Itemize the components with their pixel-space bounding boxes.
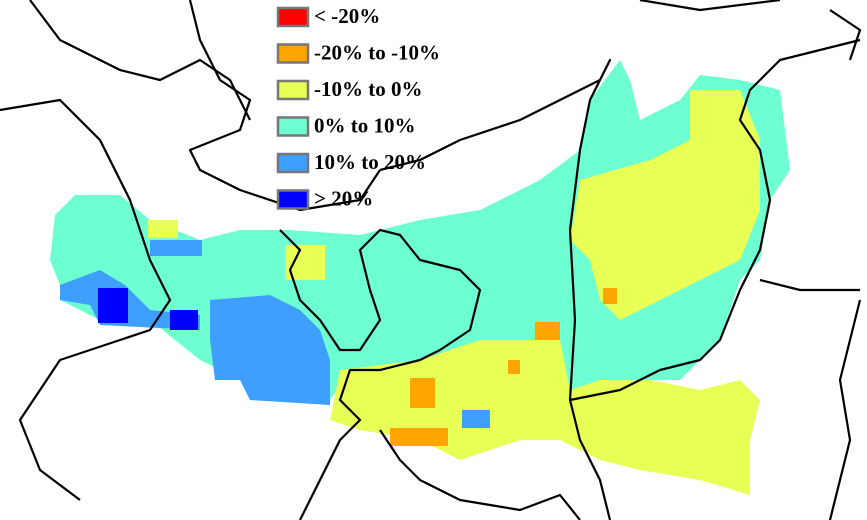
region-10-to-20	[150, 240, 202, 256]
legend-swatch	[276, 152, 310, 174]
border	[0, 98, 172, 501]
region-10-to-20	[60, 270, 200, 330]
region-minus20-to-minus10	[390, 428, 448, 446]
legend-swatch	[276, 43, 310, 64]
legend-swatch	[276, 189, 310, 210]
border	[569, 38, 861, 402]
border	[379, 429, 581, 520]
region-above-20	[98, 288, 128, 323]
legend-label: 0% to 10%	[314, 113, 416, 137]
legend: < -20% -20% to -10% -10% to 0% 0% to 10% 10%…	[276, 4, 440, 210]
legend-swatch	[276, 6, 310, 28]
region-minus10-to-0	[330, 340, 760, 495]
legend-label: < -20%	[314, 4, 380, 28]
region-minus20-to-minus10	[508, 360, 520, 374]
region-above-20	[170, 310, 198, 330]
legend-swatch	[276, 79, 310, 101]
region-minus10-to-0	[148, 220, 178, 238]
region-10-to-20	[210, 295, 330, 405]
border	[828, 299, 862, 520]
data-field	[50, 60, 790, 495]
region-10-to-20	[462, 410, 490, 428]
border	[829, 9, 862, 61]
legend-label: -10% to 0%	[314, 77, 423, 101]
border	[759, 278, 860, 292]
legend-label: -20% to -10%	[314, 40, 440, 64]
border	[188, 0, 381, 212]
border	[379, 58, 612, 520]
border	[29, 0, 251, 121]
border	[279, 228, 482, 520]
legend-label: > 20%	[314, 186, 373, 210]
region-minus20-to-minus10	[535, 322, 560, 340]
region-minus20-to-minus10	[410, 378, 435, 408]
region-minus10-to-0	[570, 90, 760, 320]
border	[639, 0, 781, 12]
legend-label: 10% to 20%	[314, 150, 426, 174]
legend-swatch	[276, 116, 310, 137]
region-minus20-to-minus10	[603, 288, 617, 304]
